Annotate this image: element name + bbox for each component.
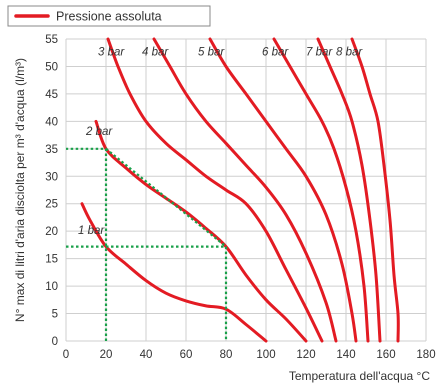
x-tick-label: 120 xyxy=(296,349,315,361)
legend: Pressione assoluta xyxy=(7,5,211,27)
x-tick-label: 180 xyxy=(416,349,435,361)
y-tick-label: 0 xyxy=(52,336,58,348)
curve-label: 5 bar xyxy=(198,46,225,58)
reading-guide-line xyxy=(66,245,228,341)
grid xyxy=(65,38,427,342)
x-tick-label: 60 xyxy=(180,349,193,361)
curve-label: 4 bar xyxy=(142,46,169,58)
curve-3-bar xyxy=(106,37,324,343)
y-tick-label: 5 xyxy=(52,309,58,321)
curve-label: 2 bar xyxy=(85,126,113,138)
pressure-curves xyxy=(80,37,400,343)
reading-guide-line xyxy=(105,147,227,248)
x-tick-label: 20 xyxy=(100,349,113,361)
y-tick-label: 40 xyxy=(45,116,58,128)
curve-2-bar xyxy=(94,119,308,343)
curve-label: 8 bar xyxy=(336,46,363,58)
y-tick-labels: 0 5 10 15 20 25 30 35 40 45 50 55 xyxy=(45,34,58,348)
curve-label: 1 bar xyxy=(78,225,105,237)
y-tick-label: 35 xyxy=(45,144,58,156)
curve-labels: 1 bar 2 bar 3 bar 4 bar 5 bar 6 bar 7 bar 8 bar xyxy=(78,46,363,236)
curve-5-bar xyxy=(208,37,358,343)
y-tick-label: 55 xyxy=(45,34,58,46)
legend-box xyxy=(7,5,211,27)
legend-label: Pressione assoluta xyxy=(56,10,162,24)
x-tick-label: 160 xyxy=(376,349,395,361)
curve-label: 3 bar xyxy=(98,46,125,58)
x-tick-label: 100 xyxy=(256,349,275,361)
curve-4-bar xyxy=(152,37,338,343)
y-tick-label: 15 xyxy=(45,254,58,266)
y-tick-label: 10 xyxy=(45,281,58,293)
y-axis-title: N° max di litri d'aria disciolta per m³ … xyxy=(13,58,27,322)
x-tick-label: 40 xyxy=(140,349,153,361)
y-tick-label: 25 xyxy=(45,199,58,211)
y-tick-label: 50 xyxy=(45,61,58,73)
x-tick-label: 140 xyxy=(336,349,355,361)
reading-guides xyxy=(66,147,228,341)
x-tick-label: 0 xyxy=(63,349,69,361)
curve-6-bar xyxy=(272,37,370,343)
curve-8-bar xyxy=(350,37,400,343)
x-tick-label: 80 xyxy=(220,349,233,361)
curve-7-bar xyxy=(316,37,382,343)
reading-guide-line xyxy=(66,147,108,341)
y-tick-label: 45 xyxy=(45,89,58,101)
y-tick-label: 20 xyxy=(45,226,58,238)
curve-1-bar xyxy=(80,202,268,343)
curve-label: 7 bar xyxy=(306,46,333,58)
x-axis-title: Temperatura dell'acqua °C xyxy=(289,369,430,383)
x-tick-labels: 0 20 40 60 80 100 120 140 160 180 xyxy=(63,349,436,361)
y-tick-label: 30 xyxy=(45,171,58,183)
curve-label: 6 bar xyxy=(262,46,289,58)
